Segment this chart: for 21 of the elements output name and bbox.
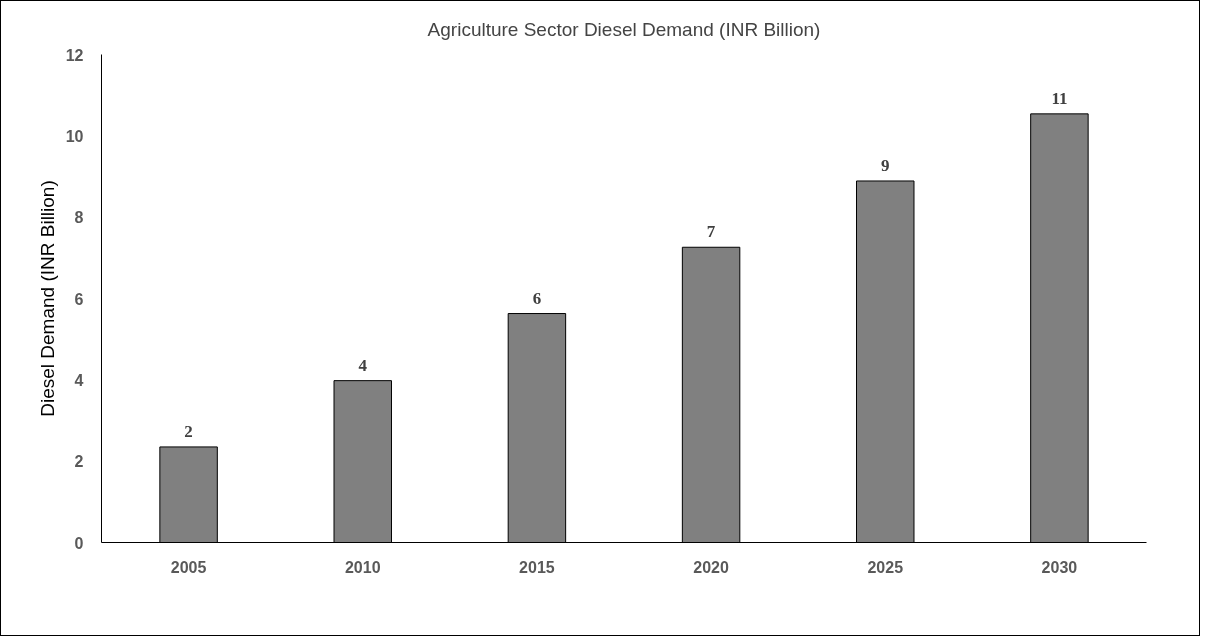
data-label: 9 (881, 155, 890, 175)
x-tick-label: 2020 (693, 558, 729, 576)
x-tick-label: 2015 (519, 558, 555, 576)
data-label: 2 (184, 421, 193, 441)
y-tick-label: 12 (65, 46, 84, 64)
y-tick-label: 10 (65, 127, 84, 145)
y-axis-title: Diesel Demand (INR Billion) (36, 180, 58, 417)
x-tick-label: 2005 (170, 558, 207, 576)
x-tick-label: 2030 (1041, 558, 1078, 576)
y-tick-label: 0 (74, 534, 84, 552)
data-label: 7 (706, 222, 716, 242)
data-label: 11 (1051, 88, 1068, 108)
x-tick-label: 2010 (344, 558, 381, 576)
y-tick-label: 2 (74, 453, 84, 471)
data-label: 4 (358, 355, 368, 375)
y-tick-label: 8 (74, 209, 84, 227)
chart-title: Agriculture Sector Diesel Demand (INR Billion) (427, 18, 821, 40)
data-label: 6 (532, 288, 542, 308)
y-tick-label: 4 (74, 371, 84, 389)
y-tick-label: 6 (74, 290, 84, 308)
x-tick-label: 2025 (867, 558, 904, 576)
